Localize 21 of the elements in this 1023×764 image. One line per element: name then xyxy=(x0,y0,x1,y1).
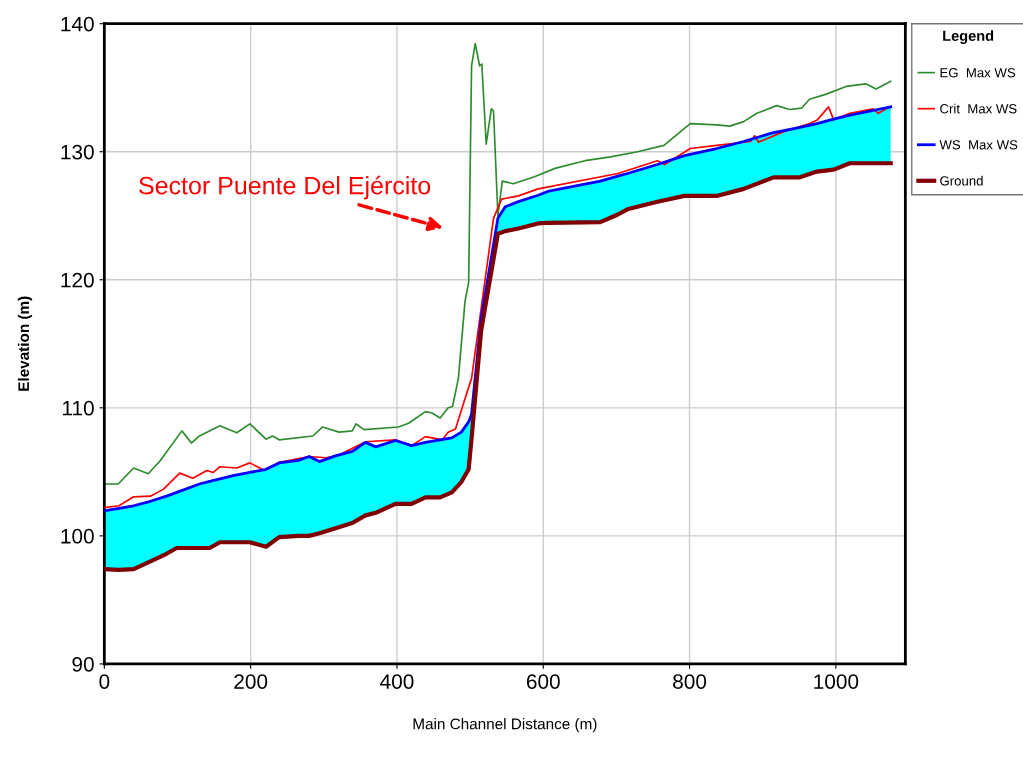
x-tick-label: 400 xyxy=(380,674,414,689)
legend-label: Crit Max WS xyxy=(940,103,1017,114)
annotation: Sector Puente Del Ejército xyxy=(139,175,431,200)
y-tick-label: 140 xyxy=(61,16,94,32)
x-tick-label: 800 xyxy=(673,674,707,689)
legend-label: EG Max WS xyxy=(940,68,1016,78)
y-tick-label: 120 xyxy=(61,272,94,288)
legend-title: Legend xyxy=(943,30,994,44)
y-axis-title: Elevation (m) xyxy=(17,296,33,391)
legend-label: Ground xyxy=(940,175,983,186)
x-axis-title: Main Channel Distance (m) xyxy=(413,718,597,733)
y-tick-label: 130 xyxy=(61,144,94,160)
line-series xyxy=(104,42,892,485)
x-tick-label: 600 xyxy=(526,674,560,689)
x-tick-label: 200 xyxy=(234,674,268,689)
x-tick-label: 1000 xyxy=(814,674,859,689)
x-tick-label: 0 xyxy=(99,674,110,689)
y-tick-label: 90 xyxy=(72,656,94,672)
legend-label: WS Max WS xyxy=(939,140,1018,150)
y-tick-label: 100 xyxy=(61,528,94,544)
y-tick-label: 110 xyxy=(62,400,94,416)
